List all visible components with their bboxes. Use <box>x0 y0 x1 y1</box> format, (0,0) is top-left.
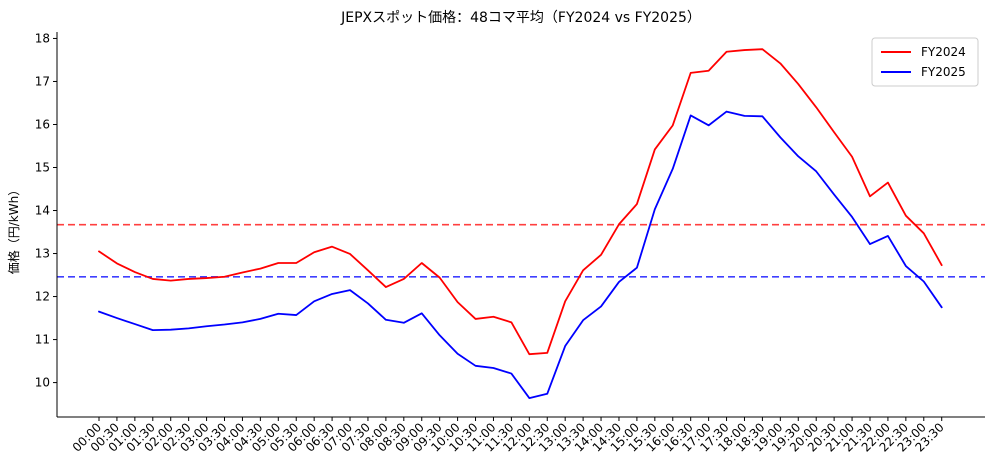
legend-label-fy2024: FY2024 <box>921 45 966 59</box>
y-tick-label: 18 <box>35 31 50 45</box>
legend-box <box>871 37 979 87</box>
y-tick-label: 16 <box>35 117 50 131</box>
y-tick-label: 10 <box>35 376 50 390</box>
y-tick-label: 17 <box>35 74 50 88</box>
y-tick-label: 15 <box>35 161 50 175</box>
y-tick-label: 13 <box>35 247 50 261</box>
y-ticks: 10 11 12 13 14 15 16 17 18 <box>35 31 57 390</box>
y-axis-label: 価格（円/kWh） <box>6 184 21 274</box>
chart-title: JEPXスポット価格：48コマ平均（FY2024 vs FY2025） <box>340 10 701 26</box>
series-lines <box>98 48 943 399</box>
y-tick-label: 11 <box>35 333 50 347</box>
legend: FY2024 FY2025 <box>871 37 979 87</box>
axes <box>56 32 985 418</box>
y-tick-label: 14 <box>35 204 50 218</box>
reference-lines <box>57 223 985 278</box>
series-line-fy2024 <box>98 48 943 356</box>
series-line-fy2025 <box>98 110 943 399</box>
y-tick-label: 12 <box>35 290 50 304</box>
legend-label-fy2025: FY2025 <box>921 65 966 79</box>
